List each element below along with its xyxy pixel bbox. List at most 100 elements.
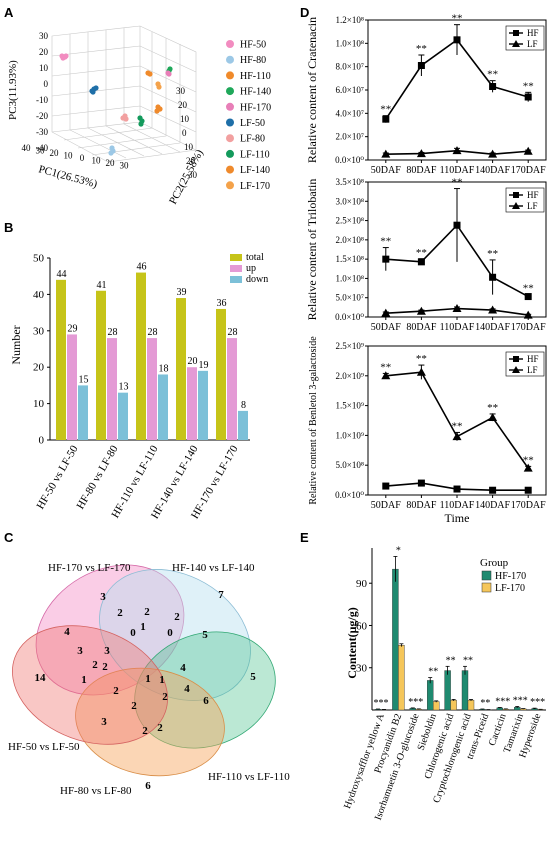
bar-value-label: 19 xyxy=(199,360,209,371)
venn-count: 6 xyxy=(203,695,209,707)
line-xtick: 50DAF xyxy=(371,165,401,176)
legend-swatch xyxy=(230,254,242,261)
content-bar xyxy=(392,568,399,711)
content-bar xyxy=(427,680,434,711)
pca-xtick: 0 xyxy=(80,153,85,163)
line-xtick: 80DAF xyxy=(406,322,436,333)
pca-xtick: 30 xyxy=(120,161,130,171)
marker-square xyxy=(524,486,532,494)
deg-bar-chart: Number 0 10 20 30 40 50 44 29 15 HF-50 vs LF-50 4… xyxy=(9,252,268,521)
line-ytick: 1.0×10⁸ xyxy=(336,38,364,48)
legend-label: HF-110 xyxy=(240,71,271,82)
pca-point xyxy=(63,53,69,59)
panel-label-e: E xyxy=(300,530,309,545)
pca-ytick: 10 xyxy=(184,142,194,152)
marker-square xyxy=(453,485,461,493)
marker-square xyxy=(453,221,461,229)
significance-mark: ** xyxy=(523,283,534,295)
significance-mark: ** xyxy=(380,104,391,116)
venn-count: 2 xyxy=(162,691,168,703)
significance-mark: ** xyxy=(452,177,463,189)
bar-value-label: 36 xyxy=(217,298,227,309)
bar xyxy=(198,370,208,440)
line-ytick: 2.0×10⁸ xyxy=(336,235,364,245)
marker-triangle xyxy=(452,304,462,313)
significance-mark: ** xyxy=(480,698,490,709)
legend-swatch xyxy=(226,118,234,127)
legend-label: down xyxy=(246,274,268,285)
legend-swatch xyxy=(226,134,234,143)
venn-label-hf50: HF-50 vs LF-50 xyxy=(8,741,80,753)
line-ytick: 3.0×10⁸ xyxy=(336,196,364,206)
venn-count: 0 xyxy=(167,627,173,639)
bar-value-label: 41 xyxy=(97,280,107,291)
line-legend-box xyxy=(505,351,545,377)
marker-square xyxy=(524,293,532,301)
line-ytick: 2.0×10⁹ xyxy=(336,371,364,381)
legend-marker-square xyxy=(513,30,519,36)
legend-swatch xyxy=(230,265,242,272)
significance-mark: ** xyxy=(452,420,463,432)
venn-count: 4 xyxy=(64,626,70,638)
legend-label: HF xyxy=(527,190,539,200)
venn-count: 3 xyxy=(101,716,107,728)
panel-label-d: D xyxy=(300,5,309,20)
venn-set-hf110 xyxy=(134,631,276,749)
pca-ytick: 20 xyxy=(186,156,196,166)
line-xtick: 50DAF xyxy=(371,322,401,333)
bar xyxy=(187,367,197,440)
marker-square xyxy=(524,93,532,101)
legend-label: HF-50 xyxy=(240,40,266,51)
venn-count: 0 xyxy=(130,627,136,639)
legend-swatch xyxy=(226,40,234,48)
legend-swatch xyxy=(481,582,492,593)
significance-mark: *** xyxy=(530,697,545,708)
marker-square xyxy=(489,83,497,90)
significance-mark: *** xyxy=(408,697,423,708)
pca-point xyxy=(108,150,114,156)
venn-count: 3 xyxy=(77,645,83,657)
line-legend-box xyxy=(505,187,545,213)
panel-label-b: B xyxy=(4,220,13,235)
venn-count: 4 xyxy=(180,662,186,674)
venn-count: 14 xyxy=(35,672,47,684)
legend-label: LF xyxy=(527,39,538,49)
legend-swatch xyxy=(230,276,242,283)
venn-label-hf80: HF-80 vs LF-80 xyxy=(60,785,132,797)
content-ytick: 30 xyxy=(356,663,368,675)
line-ytick: 5.0×10⁸ xyxy=(336,460,364,470)
significance-mark: ** xyxy=(487,248,498,260)
line-ytick: 1.0×10⁹ xyxy=(336,430,364,440)
pca-point xyxy=(154,108,160,114)
bar xyxy=(176,298,186,440)
bar xyxy=(147,338,157,440)
significance-mark: * xyxy=(396,545,401,556)
marker-square xyxy=(489,273,497,281)
legend-label: LF-80 xyxy=(240,134,265,145)
legend-swatch xyxy=(226,87,234,96)
pca-ytick: 10 xyxy=(180,114,190,124)
significance-mark: ** xyxy=(428,667,438,678)
venn-count: 3 xyxy=(104,645,110,657)
venn-label-hf170: HF-170 vs LF-170 xyxy=(48,562,131,574)
pca-ytick: 20 xyxy=(178,100,188,110)
legend-swatch xyxy=(226,55,234,64)
legend-swatch xyxy=(226,102,234,111)
pca-ytick: 30 xyxy=(188,170,198,180)
line-xtick: 50DAF xyxy=(371,500,401,511)
legend-label: LF-140 xyxy=(240,165,270,176)
content-ytick: 90 xyxy=(356,578,368,590)
marker-triangle xyxy=(488,305,498,314)
bar-value-label: 18 xyxy=(159,363,169,374)
bar-value-label: 29 xyxy=(68,323,78,334)
pca-ztick: -30 xyxy=(36,127,48,137)
legend-swatch xyxy=(481,570,492,581)
bar xyxy=(56,279,66,440)
line-ytick: 4.0×10⁷ xyxy=(336,108,364,118)
line-ytick: 1.5×10⁹ xyxy=(336,401,364,411)
bar-ytick: 40 xyxy=(33,289,45,301)
pca-ztick: -10 xyxy=(36,95,48,105)
pca-ztick: -20 xyxy=(36,111,48,121)
line-xtick: 170DAF xyxy=(511,165,546,176)
significance-mark: ** xyxy=(416,43,427,55)
